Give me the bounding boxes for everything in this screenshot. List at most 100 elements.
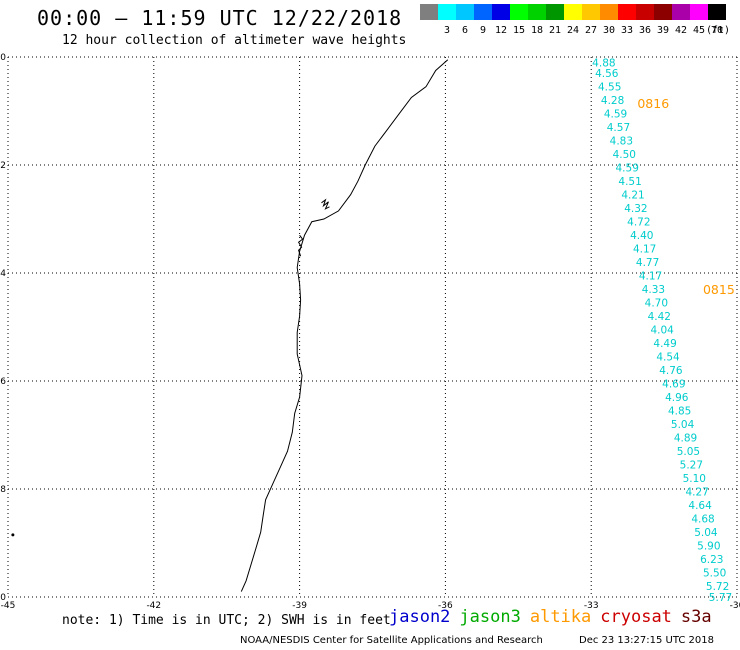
legend-swatch bbox=[528, 4, 546, 20]
legend-label: 24 bbox=[566, 25, 580, 36]
mission-label: altika bbox=[529, 607, 592, 627]
swh-value-label: 4.55 bbox=[598, 82, 621, 94]
swh-value-label: 4.33 bbox=[642, 284, 665, 296]
swh-value-label: 4.56 bbox=[595, 68, 619, 80]
legend-swatch bbox=[672, 4, 690, 20]
legend-swatch bbox=[438, 4, 456, 20]
legend-swatch bbox=[654, 4, 672, 20]
river-inlet bbox=[297, 234, 304, 257]
legend-label: 42 bbox=[674, 25, 688, 36]
legend-label: 39 bbox=[656, 25, 670, 36]
swh-value-label: 4.59 bbox=[616, 163, 639, 175]
lon-tick-label: -45 bbox=[1, 601, 16, 611]
swh-value-label: 5.27 bbox=[680, 460, 703, 472]
swh-value-label: 5.10 bbox=[683, 473, 706, 485]
lat-tick-label: -16 bbox=[0, 377, 6, 387]
mission-label: jason3 bbox=[459, 607, 521, 627]
map-title: 00:00 – 11:59 UTC 12/22/2018 bbox=[37, 6, 403, 30]
legend-swatch bbox=[474, 4, 492, 20]
swh-value-label: 4.49 bbox=[653, 338, 676, 350]
swh-value-label: 4.04 bbox=[650, 325, 674, 337]
legend-swatch bbox=[618, 4, 636, 20]
swh-value-label: 5.04 bbox=[694, 527, 718, 539]
swh-value-label: 4.72 bbox=[627, 217, 650, 229]
lat-tick-label: -20 bbox=[0, 593, 6, 603]
lon-tick-label: -39 bbox=[292, 601, 307, 611]
legend-swatch bbox=[582, 4, 600, 20]
legend-swatch bbox=[510, 4, 528, 20]
swh-value-label: 6.23 bbox=[700, 554, 723, 566]
swh-value-label: 4.59 bbox=[604, 109, 627, 121]
swh-value-label: 4.51 bbox=[618, 176, 641, 188]
lat-tick-label: -18 bbox=[0, 485, 6, 495]
legend-label: 45 bbox=[692, 25, 706, 36]
map-subtitle: 12 hour collection of altimeter wave hei… bbox=[62, 33, 407, 48]
legend-swatch bbox=[564, 4, 582, 20]
swh-value-label: 4.83 bbox=[610, 136, 633, 148]
legend-label: 6 bbox=[461, 25, 469, 36]
swh-value-label: 4.88 bbox=[592, 57, 615, 69]
swh-value-label: 4.28 bbox=[601, 95, 624, 107]
swh-value-label: 4.42 bbox=[648, 311, 671, 323]
footer-note: note: 1) Time is in UTC; 2) SWH is in fe… bbox=[62, 613, 391, 628]
legend-swatch bbox=[546, 4, 564, 20]
legend-label: 15 bbox=[512, 25, 526, 36]
lat-tick-label: -14 bbox=[0, 269, 6, 279]
island-mark bbox=[11, 533, 15, 537]
legend-unit: (ft) bbox=[706, 25, 731, 36]
generation-timestamp: Dec 23 13:27:15 UTC 2018 bbox=[579, 635, 714, 646]
lon-tick-label: -36 bbox=[438, 601, 453, 611]
legend-swatch bbox=[708, 4, 726, 20]
swh-value-label: 4.76 bbox=[659, 365, 683, 377]
track-time-label: 0816 bbox=[637, 96, 669, 111]
track-time-label: 0815 bbox=[703, 282, 735, 297]
mission-label: s3a bbox=[680, 607, 712, 627]
swh-value-label: 4.54 bbox=[656, 352, 680, 364]
legend-swatch bbox=[420, 4, 438, 20]
swh-value-label: 4.85 bbox=[668, 406, 691, 418]
lat-tick-label: -12 bbox=[0, 161, 6, 171]
swh-value-label: 4.50 bbox=[613, 149, 636, 161]
legend-label: 27 bbox=[584, 25, 598, 36]
swh-value-label: 5.05 bbox=[677, 446, 700, 458]
swh-value-label: 5.04 bbox=[671, 419, 695, 431]
lon-tick-label: -42 bbox=[146, 601, 161, 611]
swh-value-label: 5.72 bbox=[706, 581, 729, 593]
swh-value-label: 4.21 bbox=[621, 190, 644, 202]
legend-label: 36 bbox=[638, 25, 652, 36]
swh-value-label: 5.90 bbox=[697, 541, 720, 553]
legend-label: 30 bbox=[602, 25, 616, 36]
swh-value-label: 4.68 bbox=[691, 514, 714, 526]
swh-value-label: 4.96 bbox=[665, 392, 689, 404]
mission-label: jason2 bbox=[389, 607, 451, 627]
legend-label: 3 bbox=[443, 25, 451, 36]
swh-value-label: 4.69 bbox=[662, 379, 685, 391]
legend-swatch bbox=[600, 4, 618, 20]
swh-value-label: 5.50 bbox=[703, 568, 726, 580]
lon-tick-label: -30 bbox=[730, 601, 740, 611]
coastline bbox=[240, 59, 449, 592]
swh-value-label: 4.77 bbox=[636, 257, 659, 269]
legend-label: 70 bbox=[710, 25, 724, 36]
swh-value-label: 4.70 bbox=[645, 298, 668, 310]
legend-label: 33 bbox=[620, 25, 634, 36]
legend-label: 12 bbox=[494, 25, 508, 36]
swh-value-label: 4.40 bbox=[630, 230, 653, 242]
legend-swatch bbox=[636, 4, 654, 20]
lat-tick-label: -10 bbox=[0, 53, 6, 63]
legend-swatch bbox=[492, 4, 510, 20]
mission-label: cryosat bbox=[600, 607, 672, 627]
lon-tick-label: -33 bbox=[584, 601, 599, 611]
legend-label: 18 bbox=[530, 25, 544, 36]
swh-value-label: 4.17 bbox=[639, 271, 662, 283]
legend-label: 9 bbox=[479, 25, 487, 36]
legend-label: 21 bbox=[548, 25, 562, 36]
swh-value-label: 4.89 bbox=[674, 433, 697, 445]
swh-value-label: 4.17 bbox=[633, 244, 656, 256]
swh-value-label: 4.32 bbox=[624, 203, 647, 215]
swh-value-label: 4.57 bbox=[607, 122, 630, 134]
legend-swatch bbox=[456, 4, 474, 20]
swh-value-label: 4.64 bbox=[688, 500, 712, 512]
bay-inlet bbox=[321, 198, 330, 210]
